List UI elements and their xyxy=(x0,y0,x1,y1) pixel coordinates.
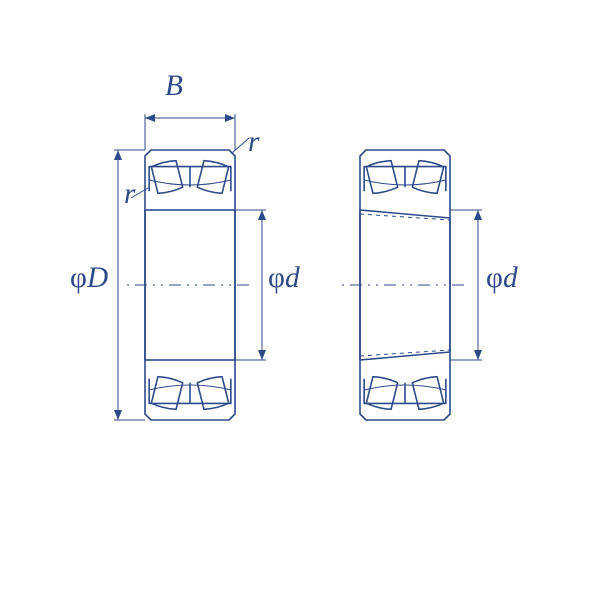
diagram-svg xyxy=(0,0,600,600)
label-d-left: φd xyxy=(268,262,300,295)
label-B: B xyxy=(165,70,183,103)
label-D: φD xyxy=(70,262,108,295)
diagram-canvas: B r r φD φd φd xyxy=(0,0,600,600)
label-r-top: r xyxy=(248,126,259,159)
label-r-side: r xyxy=(124,178,135,211)
label-d-right: φd xyxy=(486,262,518,295)
